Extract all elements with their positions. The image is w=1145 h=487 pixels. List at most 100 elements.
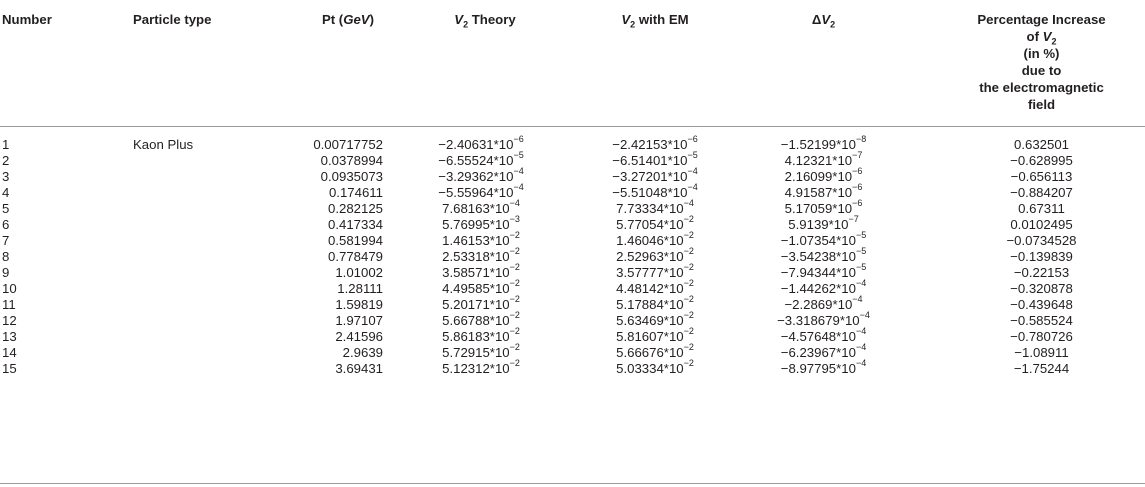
cell-particle-type: Kaon Plus <box>133 136 194 152</box>
cell-percentage-increase: −0.320878 <box>1010 280 1073 296</box>
cell-percentage-increase: −0.22153 <box>1013 264 1070 280</box>
cell-particle-type <box>133 297 281 313</box>
cell-pt: 2.41596 <box>335 328 383 344</box>
table-row: 3 0.0935073 −3.29362*10−4 −3.27201*10−4 2.16… <box>0 166 1145 185</box>
cell-pt: 2.9639 <box>342 344 383 360</box>
cell-v2-theory: 5.72915*10−2 <box>442 342 520 360</box>
table-row: 13 2.41596 5.86183*10−2 5.81607*10−2 −4.5764… <box>0 326 1145 345</box>
cell-percentage-increase: −0.0734528 <box>1006 232 1077 248</box>
cell-percentage-increase: −0.656113 <box>1010 168 1073 184</box>
bottom-rule <box>0 483 1145 484</box>
cell-particle-type <box>133 185 281 201</box>
cell-v2-theory: −2.40631*10−6 <box>438 134 524 152</box>
cell-pt: 1.97107 <box>335 312 383 328</box>
cell-delta-v2: −8.97795*10−4 <box>780 358 867 376</box>
cell-v2-with-em: 1.46046*10−2 <box>616 230 694 248</box>
cell-percentage-increase: −0.780726 <box>1010 328 1073 344</box>
header-particle-type: Particle type <box>133 0 281 127</box>
cell-number: 8 <box>2 248 10 264</box>
cell-particle-type <box>133 281 281 297</box>
cell-percentage-increase: −0.139839 <box>1010 248 1073 264</box>
cell-v2-theory: 3.58571*10−2 <box>442 262 520 280</box>
cell-pt: 0.0935073 <box>320 168 383 184</box>
cell-pt: 1.01002 <box>335 264 383 280</box>
cell-pt: 1.28111 <box>337 280 383 296</box>
header-pt: Pt (GeV) <box>281 0 385 127</box>
table-header: Number Particle type Pt (GeV) V2 Theory … <box>0 0 1145 127</box>
header-percentage-increase: Percentage Increase of V2 (in %) due to … <box>920 0 1145 127</box>
cell-delta-v2: 5.9139*10−7 <box>788 214 859 232</box>
table-row: 7 0.581994 1.46153*10−2 1.46046*10−2 −1.0735… <box>0 230 1145 249</box>
cell-v2-with-em: 4.48142*10−2 <box>616 278 694 296</box>
data-table: Number Particle type Pt (GeV) V2 Theory … <box>0 0 1145 383</box>
cell-pt: 0.282125 <box>327 200 383 216</box>
cell-particle-type <box>133 153 281 169</box>
cell-v2-theory: −3.29362*10−4 <box>438 166 524 184</box>
cell-v2-with-em: −6.51401*10−5 <box>612 150 698 168</box>
cell-particle-type <box>133 217 281 233</box>
table-row: 4 0.174611 −5.55964*10−4 −5.51048*10−4 4.915… <box>0 182 1145 201</box>
cell-particle-type <box>133 233 281 249</box>
cell-number: 3 <box>2 168 10 184</box>
cell-v2-theory: 2.53318*10−2 <box>442 246 520 264</box>
cell-number: 2 <box>2 152 10 168</box>
cell-delta-v2: −1.52199*10−8 <box>780 134 867 152</box>
cell-number: 4 <box>2 184 10 200</box>
cell-delta-v2: −1.07354*10−5 <box>780 230 867 248</box>
cell-pt: 0.00717752 <box>313 136 383 152</box>
cell-v2-theory: 7.68163*10−4 <box>442 198 520 216</box>
cell-percentage-increase: 0.0102495 <box>1010 216 1073 232</box>
cell-percentage-increase: −0.884207 <box>1010 184 1073 200</box>
cell-v2-with-em: 5.66676*10−2 <box>616 342 694 360</box>
cell-pt: 0.778479 <box>327 248 383 264</box>
cell-v2-with-em: 5.03334*10−2 <box>616 358 694 376</box>
cell-number: 15 <box>2 360 17 376</box>
table-row: 11 1.59819 5.20171*10−2 5.17884*10−2 −2.2869… <box>0 294 1145 313</box>
cell-pt: 0.0378994 <box>320 152 383 168</box>
table-body: 1 Kaon Plus 0.00717752 −2.40631*10−6 −2.4215… <box>0 126 1145 383</box>
cell-number: 13 <box>2 328 17 344</box>
cell-number: 9 <box>2 264 10 280</box>
table-row: 9 1.01002 3.58571*10−2 3.57777*10−2 −7.94344… <box>0 262 1145 281</box>
cell-pt: 0.174611 <box>328 184 383 200</box>
cell-delta-v2: −3.318679*10−4 <box>777 310 870 328</box>
cell-particle-type <box>133 249 281 265</box>
cell-v2-with-em: 7.73334*10−4 <box>616 198 694 216</box>
cell-percentage-increase: 0.632501 <box>1013 136 1069 152</box>
cell-number: 6 <box>2 216 10 232</box>
header-v2-with-em: V2 with EM <box>565 0 741 127</box>
cell-delta-v2: 4.12321*10−7 <box>784 150 863 168</box>
cell-percentage-increase: −0.628995 <box>1010 152 1073 168</box>
table-row: 2 0.0378994 −6.55524*10−5 −6.51401*10−5 4.12… <box>0 150 1145 169</box>
header-v2-theory: V2 Theory <box>385 0 565 127</box>
cell-v2-with-em: 2.52963*10−2 <box>616 246 694 264</box>
cell-particle-type <box>133 345 281 361</box>
cell-delta-v2: 2.16099*10−6 <box>784 166 863 184</box>
cell-v2-with-em: −5.51048*10−4 <box>612 182 698 200</box>
cell-percentage-increase: −0.585524 <box>1010 312 1073 328</box>
table-row: 12 1.97107 5.66788*10−2 5.63469*10−2 −3.3186… <box>0 310 1145 329</box>
cell-percentage-increase: 0.67311 <box>1018 200 1065 216</box>
cell-number: 11 <box>2 296 16 312</box>
header-delta-v2: ΔV2 <box>741 0 920 127</box>
table-row: 15 3.69431 5.12312*10−2 5.03334*10−2 −8.9779… <box>0 358 1145 383</box>
cell-pt: 0.581994 <box>327 232 383 248</box>
cell-delta-v2: −2.2869*10−4 <box>784 294 863 312</box>
cell-v2-theory: −6.55524*10−5 <box>438 150 524 168</box>
cell-number: 14 <box>2 344 17 360</box>
cell-v2-theory: 1.46153*10−2 <box>442 230 520 248</box>
cell-delta-v2: −1.44262*10−4 <box>780 278 867 296</box>
cell-v2-theory: 5.76995*10−3 <box>442 214 520 232</box>
cell-particle-type <box>133 265 281 281</box>
cell-v2-with-em: 5.77054*10−2 <box>616 214 694 232</box>
cell-v2-with-em: 5.81607*10−2 <box>616 326 694 344</box>
cell-delta-v2: −7.94344*10−5 <box>780 262 867 280</box>
table-row: 8 0.778479 2.53318*10−2 2.52963*10−2 −3.5423… <box>0 246 1145 265</box>
cell-v2-theory: 5.12312*10−2 <box>442 358 520 376</box>
cell-number: 10 <box>2 280 17 296</box>
cell-particle-type <box>133 201 281 217</box>
cell-delta-v2: −3.54238*10−5 <box>780 246 867 264</box>
table-row: 1 Kaon Plus 0.00717752 −2.40631*10−6 −2.4215… <box>0 126 1145 153</box>
cell-v2-with-em: 3.57777*10−2 <box>616 262 694 280</box>
cell-v2-with-em: −3.27201*10−4 <box>612 166 698 184</box>
